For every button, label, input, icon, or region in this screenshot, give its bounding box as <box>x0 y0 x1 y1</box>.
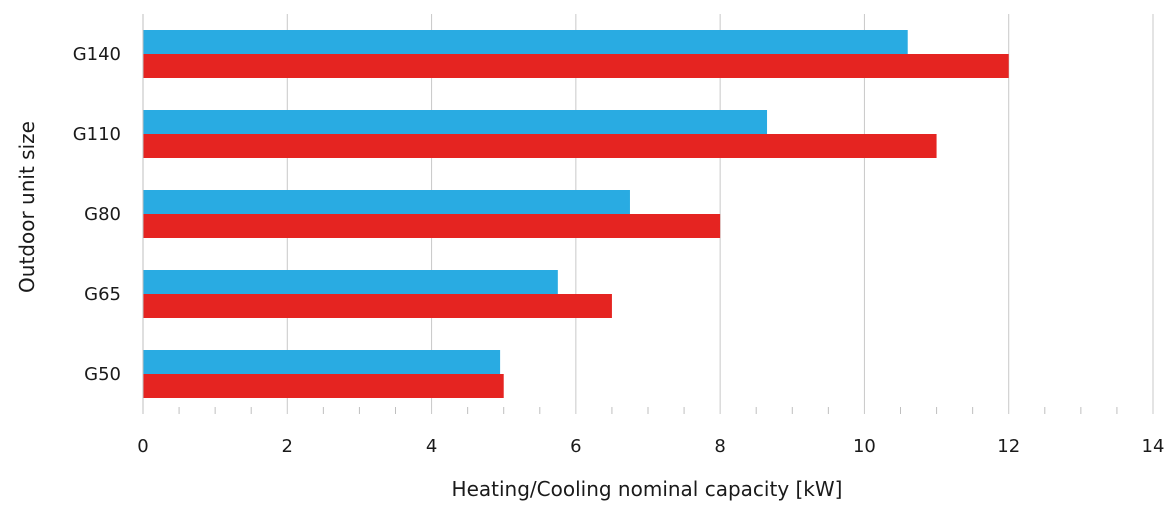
x-tick-label: 14 <box>1142 436 1165 457</box>
category-label: G65 <box>84 284 121 305</box>
x-tick-label: 8 <box>714 436 725 457</box>
bar <box>143 374 504 398</box>
bar <box>143 30 908 54</box>
axes <box>142 14 1118 414</box>
x-tick-label: 2 <box>282 436 293 457</box>
bar <box>143 190 630 214</box>
x-tick-label: 12 <box>997 436 1020 457</box>
bar <box>143 54 1009 78</box>
bar <box>143 294 612 318</box>
bar <box>143 270 558 294</box>
category-label: G140 <box>73 44 121 65</box>
x-tick-label: 0 <box>137 436 148 457</box>
y-axis-title: Outdoor unit size <box>15 121 39 293</box>
bar <box>143 110 768 134</box>
category-label: G80 <box>84 204 121 225</box>
bars <box>143 30 1009 398</box>
x-tick-label: 4 <box>426 436 437 457</box>
x-tick-label: 6 <box>570 436 581 457</box>
category-labels: G140 G110 G80 G65 G50 <box>73 44 121 385</box>
x-tick-label: 10 <box>853 436 876 457</box>
category-label: G110 <box>73 124 121 145</box>
bar <box>143 214 721 238</box>
category-label: G50 <box>84 364 121 385</box>
x-tick-labels: 0 2 4 6 8 10 12 14 <box>137 436 1164 457</box>
x-axis-title: Heating/Cooling nominal capacity [kW] <box>452 477 843 501</box>
bar <box>143 350 501 374</box>
bar <box>143 134 937 158</box>
